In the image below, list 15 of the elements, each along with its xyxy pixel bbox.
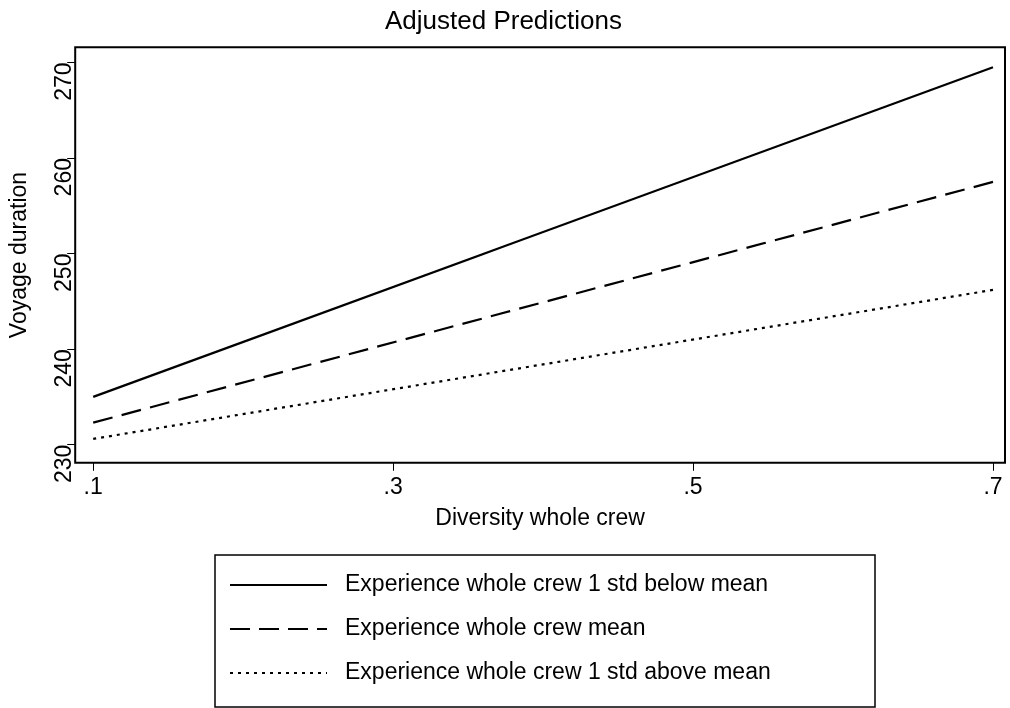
legend-label: Experience whole crew mean [345,614,646,641]
x-tick-label: .1 [83,472,103,499]
y-tick-label: 230 [49,444,76,484]
y-tick-label: 260 [49,158,76,197]
y-axis-title: Voyage duration [5,171,32,339]
x-axis-title: Diversity whole crew [435,503,646,530]
x-tick-label: .3 [383,472,403,499]
y-tick-label: 250 [49,253,76,292]
x-tick-label: .5 [683,472,703,499]
chart-title: Adjusted Predictions [384,4,623,35]
legend-label: Experience whole crew 1 std below mean [345,570,769,597]
legend-label: Experience whole crew 1 std above mean [345,658,771,685]
x-tick-label: .7 [983,472,1003,499]
y-tick-label: 240 [49,349,76,388]
y-tick-label: 270 [49,62,76,101]
